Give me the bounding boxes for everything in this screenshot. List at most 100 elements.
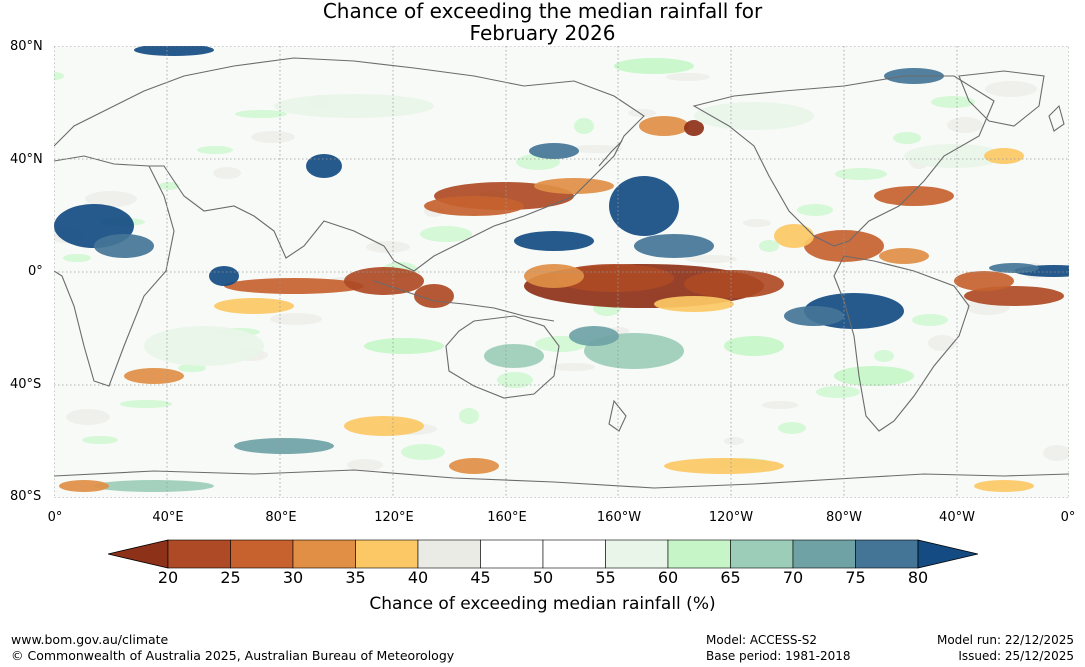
- probability-patch: [874, 186, 954, 206]
- probability-patch: [306, 154, 342, 178]
- footer-model: Model: ACCESS-S2: [706, 633, 818, 647]
- probability-patch: [484, 344, 544, 368]
- probability-patch: [634, 234, 714, 258]
- map-title-line2: February 2026: [469, 21, 616, 45]
- probability-patch: [664, 458, 784, 474]
- lat-label-equator: 0°: [28, 264, 43, 279]
- probability-patch: [964, 286, 1064, 306]
- probability-patch: [928, 335, 956, 351]
- colorbar-swatch: [355, 539, 419, 569]
- colorbar-swatch: [230, 539, 294, 569]
- colorbar-swatch: [855, 539, 919, 569]
- probability-patch: [54, 72, 64, 80]
- probability-patch: [639, 116, 689, 136]
- probability-patch: [66, 409, 110, 425]
- colorbar: [108, 539, 978, 569]
- probability-patch: [274, 94, 434, 118]
- coast-europe-asia: [54, 57, 645, 272]
- probability-patch: [684, 270, 784, 298]
- coast-north-america: [692, 75, 995, 247]
- coastlines: [54, 57, 1069, 489]
- colorbar-tick: 60: [657, 568, 679, 587]
- lat-label-40s: 40°S: [10, 377, 42, 392]
- probability-patch: [209, 266, 239, 286]
- probability-patch: [609, 176, 679, 236]
- map-canvas: [54, 46, 1069, 498]
- probability-patch: [797, 204, 833, 216]
- colorbar-low-arrow: [108, 539, 169, 569]
- rainfall-map: [54, 46, 1069, 498]
- probability-patch: [234, 438, 334, 454]
- probability-patch: [159, 182, 179, 190]
- colorbar-tick: 55: [595, 568, 616, 587]
- colorbar-tick: 65: [720, 568, 741, 587]
- coast-africa: [54, 155, 175, 387]
- probability-patch: [654, 296, 734, 312]
- probability-patch: [874, 350, 894, 362]
- graticule: [54, 46, 1069, 498]
- probability-patch: [574, 118, 594, 134]
- map-title-line1: Chance of exceeding the median rainfall …: [322, 0, 763, 23]
- colorbar-swatch: [542, 539, 606, 569]
- probability-patch: [984, 148, 1024, 164]
- probability-patch: [684, 120, 704, 136]
- coast-indonesia: [373, 280, 555, 322]
- colorbar-swatch: [417, 539, 481, 569]
- probability-patch: [879, 248, 929, 264]
- lon-label-40w: 40°W: [939, 510, 975, 525]
- probability-patch: [724, 437, 744, 445]
- probability-patch: [724, 336, 784, 356]
- probability-patch: [554, 264, 674, 292]
- lat-label-80s: 80°S: [10, 489, 42, 504]
- footer-copyright: © Commonwealth of Australia 2025, Austra…: [11, 648, 455, 663]
- probability-patch: [985, 81, 1037, 97]
- probability-patch: [424, 196, 524, 216]
- colorbar-tick: 20: [157, 568, 179, 587]
- colorbar-tick: 80: [907, 568, 929, 587]
- probability-patch: [904, 144, 1004, 168]
- probability-patch: [759, 240, 779, 252]
- footer-url[interactable]: www.bom.gov.au/climate: [11, 632, 169, 647]
- coast-greenland: [958, 70, 1045, 127]
- colorbar-tick: 35: [345, 568, 366, 587]
- coast-japan: [598, 140, 623, 167]
- colorbar-swatch: [605, 539, 669, 569]
- probability-patch: [449, 458, 499, 474]
- lon-label-120e: 120°E: [374, 510, 414, 525]
- probability-patch: [762, 401, 798, 409]
- probability-patch: [270, 313, 322, 325]
- colorbar-tick: 25: [220, 568, 241, 587]
- probability-patch: [59, 480, 109, 492]
- probability-patch: [251, 131, 295, 143]
- probability-patch: [784, 306, 844, 326]
- probability-patch: [989, 263, 1039, 273]
- probability-patch: [685, 255, 737, 263]
- probability-patch: [235, 110, 287, 118]
- probability-patch: [124, 368, 184, 384]
- colorbar-swatch: [480, 539, 544, 569]
- footer-issued: Issued: 25/12/2025: [958, 649, 1074, 663]
- probability-patch: [529, 143, 579, 159]
- probability-patch: [120, 400, 172, 408]
- probability-patch: [569, 326, 619, 346]
- probability-patch: [514, 231, 594, 251]
- probability-patch: [134, 46, 214, 56]
- coast-uk: [1048, 104, 1065, 132]
- probability-patch: [344, 416, 424, 436]
- probability-patch: [954, 271, 1014, 291]
- probability-patch: [401, 444, 445, 460]
- probability-patch: [364, 338, 444, 354]
- probability-patch: [224, 278, 364, 294]
- lat-label-80n: 80°N: [10, 39, 43, 54]
- colorbar-swatch: [167, 539, 231, 569]
- coast-australia: [445, 315, 560, 399]
- footer-model-run: Model run: 22/12/2025: [936, 633, 1074, 647]
- colorbar-tick: 40: [407, 568, 429, 587]
- probability-patch: [344, 267, 424, 295]
- coast-south-america: [833, 255, 970, 432]
- lon-label-80w: 80°W: [826, 510, 862, 525]
- probability-patch: [63, 254, 91, 262]
- probability-patch: [524, 264, 584, 288]
- probability-patch: [614, 58, 694, 74]
- probability-patch: [420, 226, 472, 242]
